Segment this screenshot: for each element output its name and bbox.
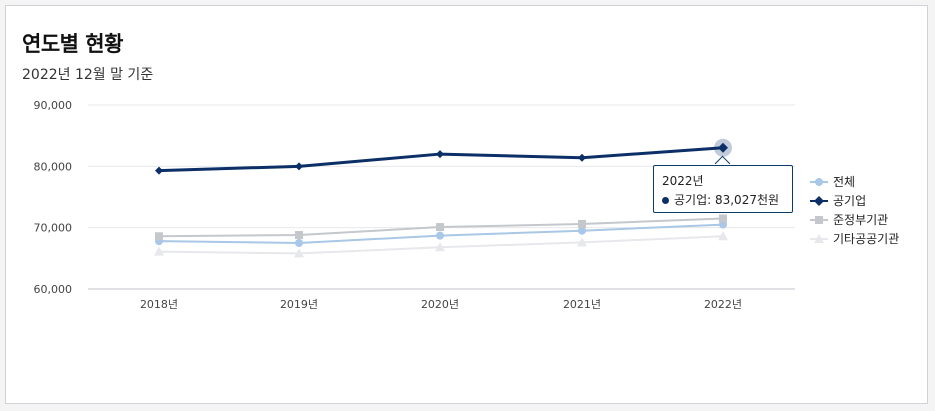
data-point bbox=[578, 153, 586, 162]
legend-item[interactable]: 준정부기관 bbox=[810, 210, 899, 229]
x-tick-label: 2020년 bbox=[421, 298, 459, 311]
data-point bbox=[719, 214, 727, 223]
chart-tooltip: 2022년 공기업: 83,027천원 bbox=[653, 165, 793, 213]
data-point bbox=[718, 142, 728, 153]
x-tick-label: 2018년 bbox=[140, 298, 178, 311]
y-tick-label: 80,000 bbox=[34, 160, 73, 173]
legend-marker-icon bbox=[810, 233, 828, 243]
legend-marker-icon bbox=[810, 177, 828, 186]
x-tick-label: 2021년 bbox=[563, 298, 601, 311]
data-point bbox=[578, 226, 586, 235]
y-tick-label: 60,000 bbox=[34, 283, 73, 296]
data-point bbox=[436, 150, 444, 159]
legend-marker-icon bbox=[810, 195, 828, 206]
legend-item[interactable]: 기타공공기관 bbox=[810, 229, 899, 248]
legend-label: 공기업 bbox=[833, 194, 867, 208]
legend-label: 기타공공기관 bbox=[833, 232, 900, 246]
data-point bbox=[436, 231, 444, 240]
y-tick-label: 70,000 bbox=[34, 222, 73, 235]
tooltip-value: 공기업: 83,027천원 bbox=[674, 193, 780, 207]
chart-title: 연도별 현황 bbox=[22, 32, 123, 56]
data-point bbox=[294, 248, 304, 258]
legend-label: 준정부기관 bbox=[833, 213, 889, 227]
x-tick-label: 2022년 bbox=[704, 298, 742, 311]
data-point bbox=[578, 219, 586, 228]
y-tick-label: 90,000 bbox=[34, 99, 73, 112]
tooltip-title: 2022년 bbox=[662, 174, 704, 188]
legend-marker-icon bbox=[810, 215, 828, 224]
data-point bbox=[295, 162, 303, 171]
data-point bbox=[577, 237, 587, 247]
data-point bbox=[154, 246, 164, 256]
data-point bbox=[718, 231, 728, 241]
x-tick-label: 2019년 bbox=[280, 298, 318, 311]
data-point bbox=[155, 232, 163, 241]
data-point bbox=[436, 223, 444, 232]
data-point bbox=[155, 166, 163, 175]
data-point bbox=[295, 239, 303, 247]
legend-item[interactable]: 공기업 bbox=[810, 191, 899, 210]
legend-label: 전체 bbox=[833, 175, 856, 189]
data-point bbox=[719, 220, 727, 229]
chart-subtitle: 2022년 12월 말 기준 bbox=[22, 67, 154, 83]
tooltip-series-dot bbox=[662, 197, 669, 204]
data-point bbox=[295, 231, 303, 240]
legend-item[interactable]: 전체 bbox=[810, 172, 899, 191]
data-point bbox=[435, 242, 445, 252]
